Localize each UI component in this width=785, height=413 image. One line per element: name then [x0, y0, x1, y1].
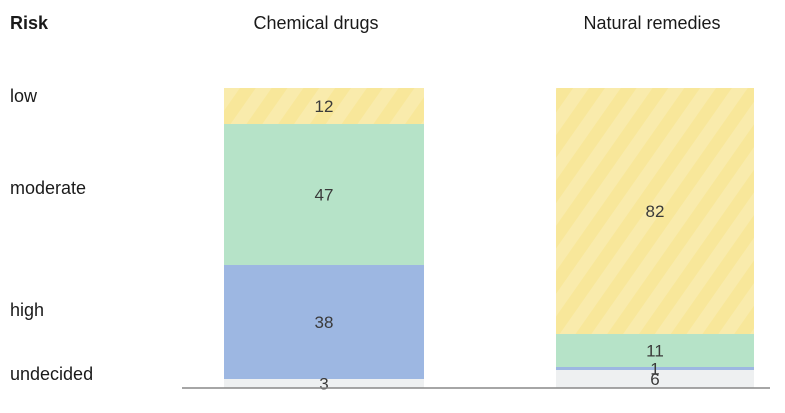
bar-segment-natural-remedies-high: [556, 367, 754, 370]
value-label-natural-remedies-undecided: 6: [650, 370, 659, 389]
bar-texture-natural-remedies-low: [556, 88, 754, 334]
value-label-natural-remedies-low: 82: [646, 202, 665, 221]
value-label-natural-remedies-high: 1: [650, 360, 659, 379]
risk-label-undecided: undecided: [10, 364, 93, 384]
bar-segment-natural-remedies-undecided: [556, 370, 754, 388]
bar-segment-chemical-drugs-moderate: [224, 124, 424, 265]
bar-texture-chemical-drugs-low: [224, 88, 424, 124]
value-label-natural-remedies-moderate: 11: [646, 342, 664, 361]
value-label-chemical-drugs-moderate: 47: [315, 186, 334, 205]
value-label-chemical-drugs-undecided: 3: [319, 375, 328, 394]
risk-label-moderate: moderate: [10, 178, 86, 198]
value-label-chemical-drugs-low: 12: [315, 97, 334, 116]
risk-label-low: low: [10, 86, 38, 106]
category-label-chemical-drugs: Chemical drugs: [253, 13, 378, 33]
risk-label-high: high: [10, 300, 44, 320]
bar-segment-chemical-drugs-high: [224, 265, 424, 379]
category-label-natural-remedies: Natural remedies: [583, 13, 720, 33]
y-axis-title: Risk: [10, 13, 49, 33]
value-label-chemical-drugs-high: 38: [315, 313, 334, 332]
bars-group: [224, 88, 754, 388]
bar-segment-chemical-drugs-undecided: [224, 379, 424, 388]
bar-segment-natural-remedies-moderate: [556, 334, 754, 367]
